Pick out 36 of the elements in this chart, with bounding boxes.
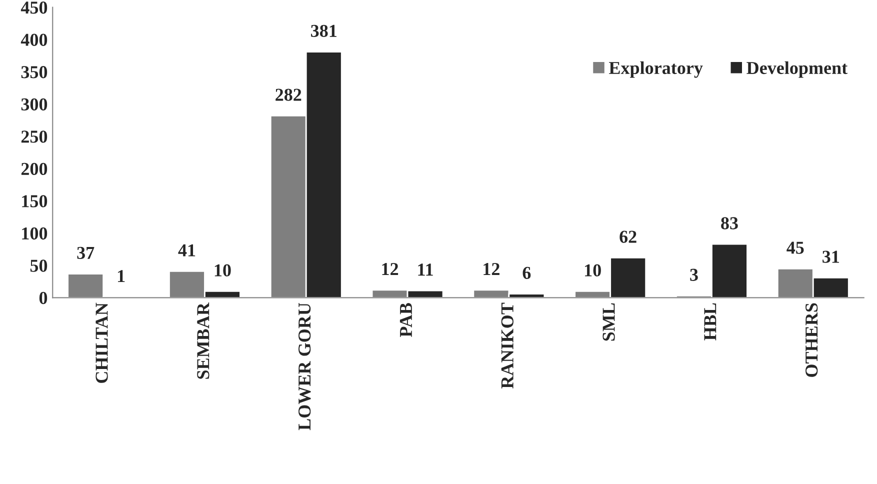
y-tick-label: 50 (30, 260, 48, 272)
y-tick-label: 400 (20, 34, 48, 46)
data-label: 10 (585, 264, 601, 276)
data-label: 37 (77, 246, 94, 260)
data-label: 83 (721, 217, 738, 230)
x-tick-label: HBL (704, 303, 716, 340)
x-tick-label: PAB (400, 303, 412, 337)
data-label: 10 (214, 264, 231, 276)
y-tick-label: 300 (21, 98, 48, 110)
x-tick-label: SML (602, 303, 615, 341)
legend-label: Exploratory (609, 61, 703, 78)
y-tick-label: 350 (21, 66, 48, 78)
x-tick-label: RANIKOT (501, 302, 514, 388)
data-label: 381 (311, 24, 336, 38)
x-tick-label: OTHERS (806, 303, 818, 377)
legend-label: Development (746, 61, 848, 78)
data-label: 3 (690, 268, 698, 281)
x-tick-label: SEMBAR (197, 302, 210, 379)
data-label: 6 (522, 266, 531, 280)
y-tick-label: 450 (20, 2, 48, 14)
data-label: 282 (276, 88, 302, 101)
data-label: 12 (484, 263, 500, 275)
data-label: 1 (118, 270, 125, 282)
data-label: 11 (418, 264, 433, 276)
data-label: 12 (382, 263, 398, 275)
y-tick-label: 200 (21, 162, 48, 176)
x-tick-label: LOWER GORU (298, 302, 311, 430)
y-tick-label: 250 (21, 130, 48, 143)
data-label: 41 (178, 244, 196, 256)
y-tick-label: 0 (39, 292, 48, 304)
y-tick-label: 100 (22, 227, 48, 240)
data-label: 45 (786, 242, 804, 254)
data-label: 31 (822, 250, 839, 263)
x-tick-label: CHILTAN (96, 302, 108, 383)
data-label: 62 (620, 230, 636, 243)
y-tick-label: 150 (22, 195, 48, 208)
